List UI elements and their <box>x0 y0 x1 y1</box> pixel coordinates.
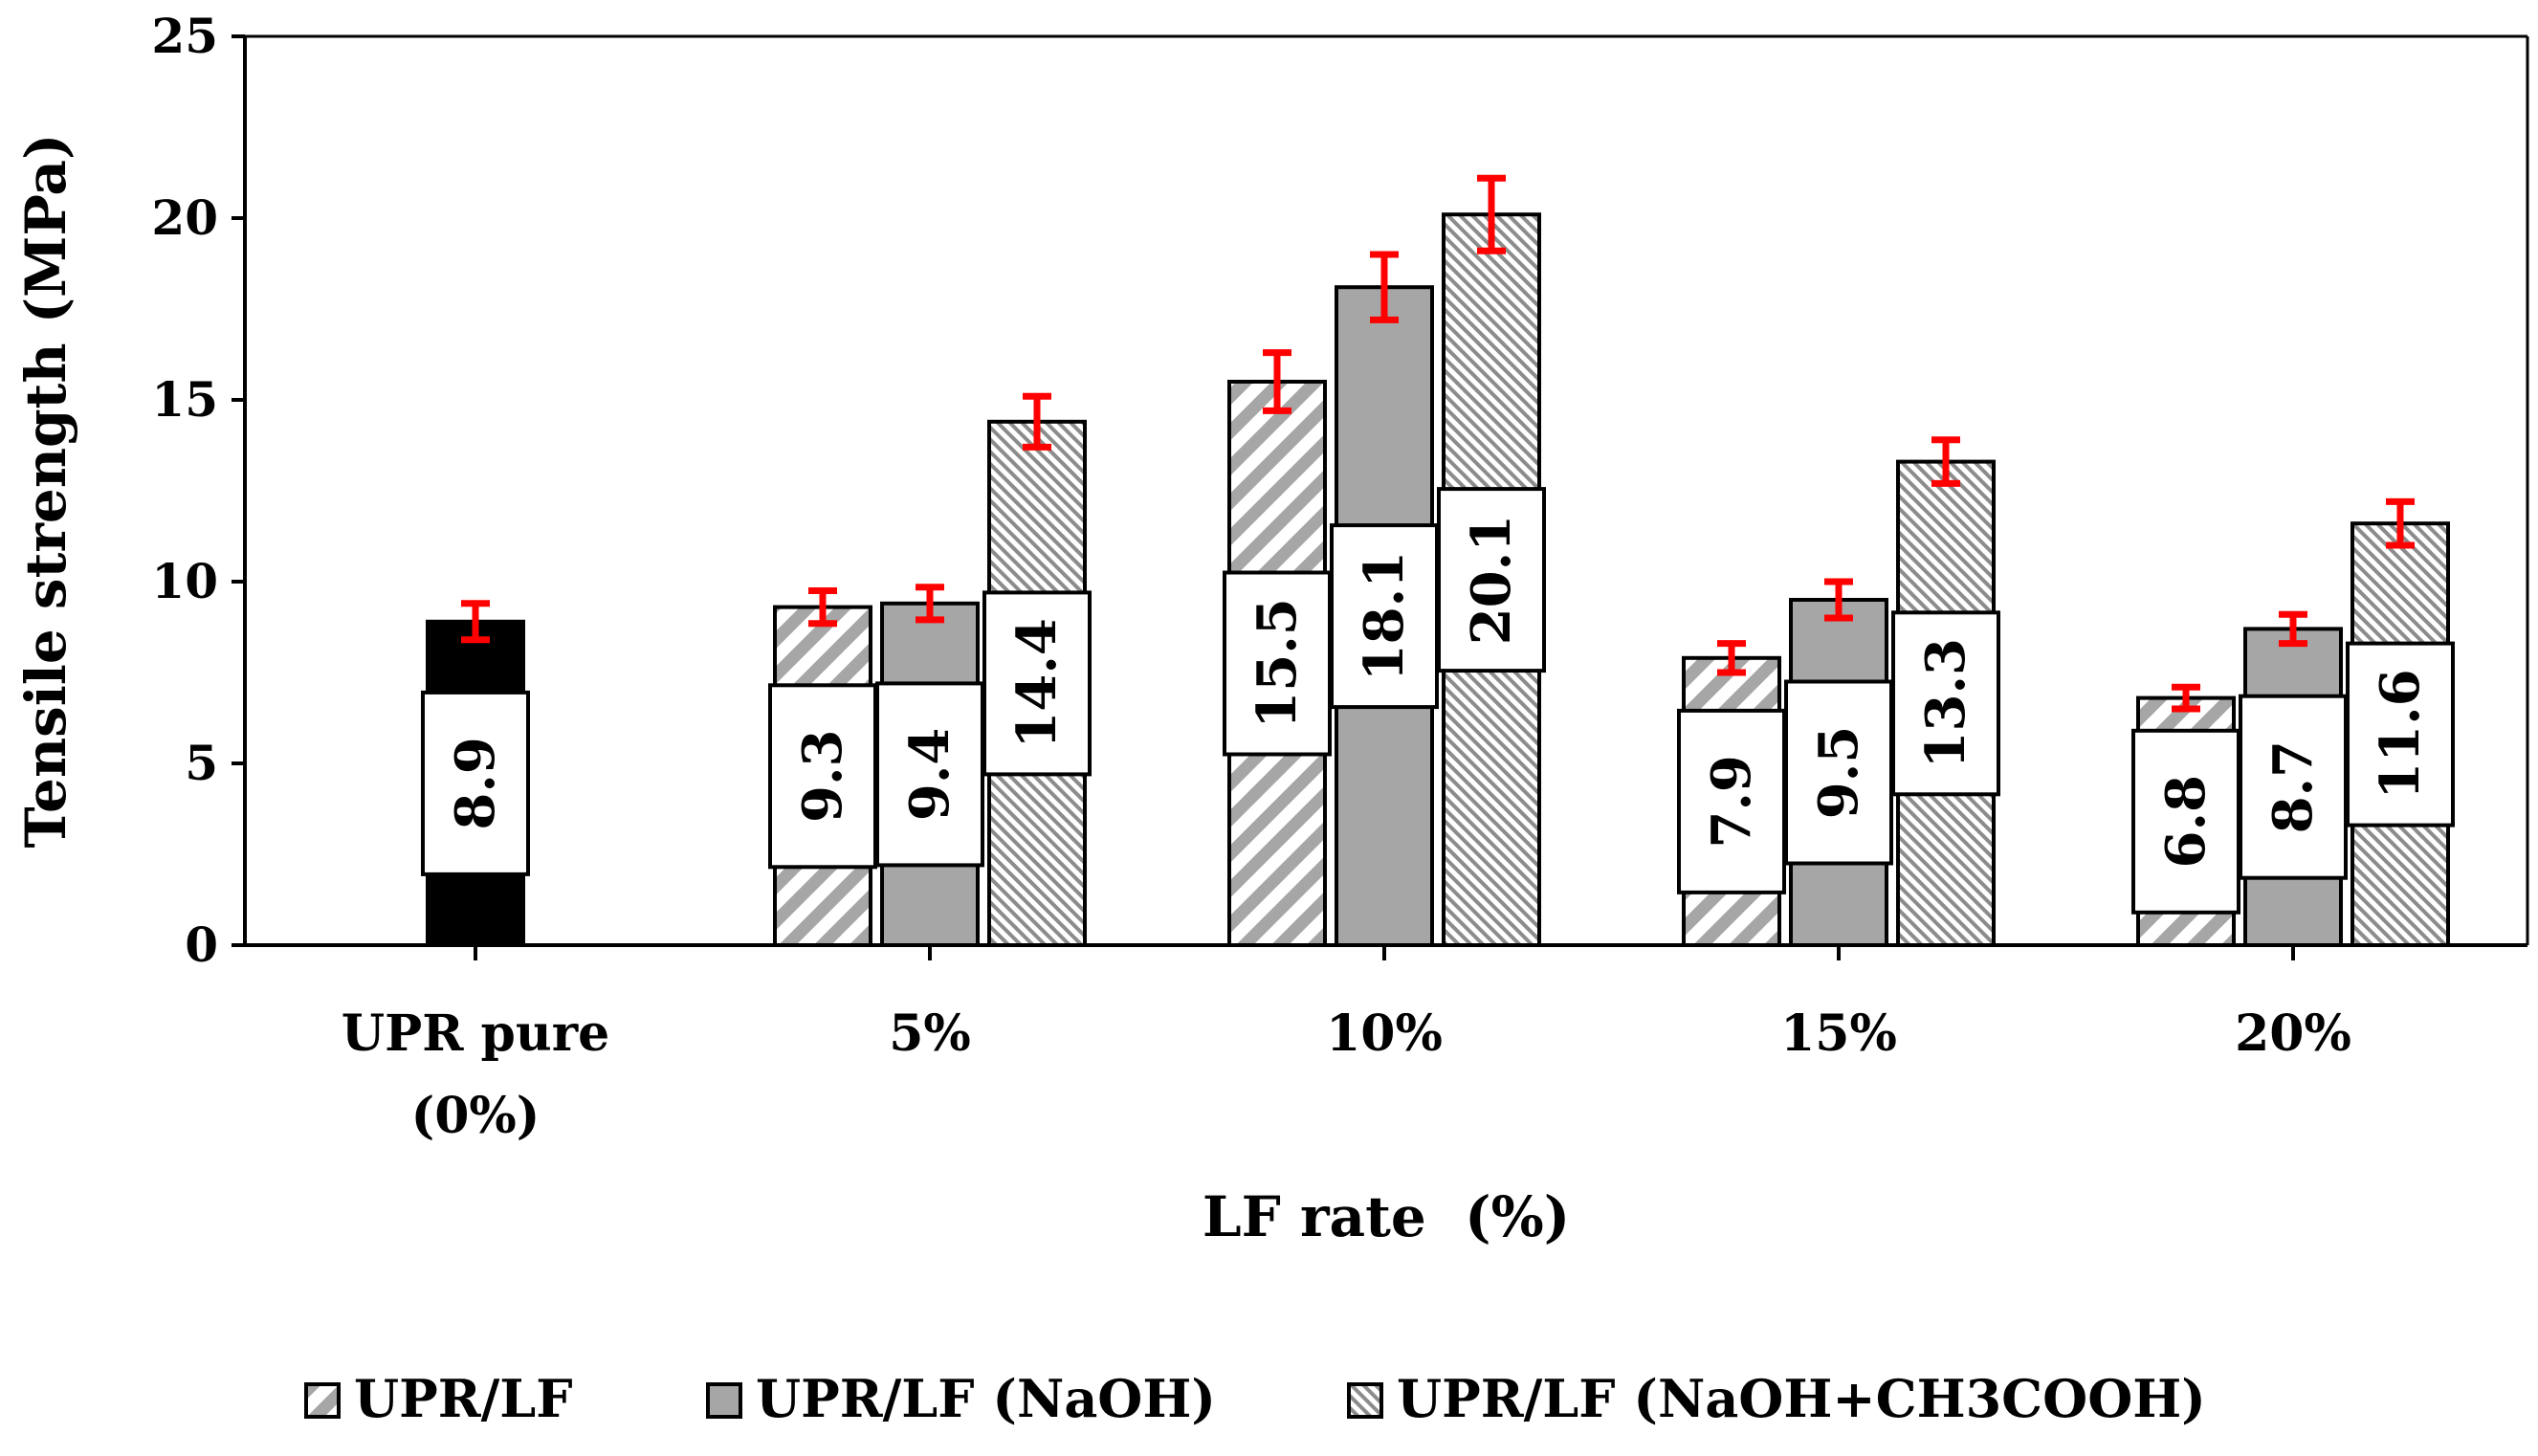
legend-swatch <box>706 1382 742 1419</box>
data-label: 20.1 <box>1460 515 1523 645</box>
legend-item: UPR/LF (NaOH+CH3COOH) <box>1347 1368 2206 1429</box>
plot-area: 0 5 10 15 20 25 UPR pure (0%) 5% 10% 15% 20% 8.9 9.… <box>151 8 2529 1145</box>
error-bar <box>2279 610 2307 648</box>
data-label: 15.5 <box>1246 598 1309 728</box>
legend-item: UPR/LF <box>304 1368 573 1429</box>
legend-swatch <box>304 1382 341 1419</box>
bar-upr-lf: 15.5 <box>1223 349 1332 947</box>
bar-upr-lf-naoh-ch3cooh-: 14.4 <box>982 392 1092 947</box>
x-axis-title: LF rate (%) <box>1203 1184 1570 1249</box>
y-axis-ticks: 0 5 10 15 20 25 <box>151 8 245 973</box>
data-label: 8.7 <box>2262 740 2325 833</box>
bar-upr-lf: 6.8 <box>2131 683 2240 947</box>
error-bar <box>916 584 944 624</box>
error-bar <box>2172 683 2200 713</box>
x-tick-label: 15% <box>1780 1004 1897 1063</box>
data-label: 9.5 <box>1807 726 1870 819</box>
error-bar <box>1931 436 1960 487</box>
data-label: 8.9 <box>444 737 507 829</box>
x-tick-label: 5% <box>889 1004 971 1063</box>
data-label: 14.4 <box>1005 618 1069 748</box>
bar-upr-lf: 9.3 <box>768 587 877 947</box>
bar-upr-lf-naoh-ch3cooh-: 13.3 <box>1891 436 2000 947</box>
data-label: 9.4 <box>898 728 961 821</box>
error-bar <box>1824 578 1853 622</box>
data-label-box <box>1677 708 1786 894</box>
legend: UPR/LF UPR/LF (NaOH) UPR/LF (NaOH+CH3COOH) <box>304 1368 2206 1429</box>
x-tick-label: 10% <box>1326 1004 1443 1063</box>
error-bar <box>808 587 837 628</box>
data-label-box <box>2346 641 2455 827</box>
x-tick-label: UPR pure <box>342 1004 609 1063</box>
legend-label: UPR/LF (NaOH) <box>756 1368 1216 1429</box>
bar-upr-pure: 8.9 <box>421 600 530 947</box>
bar-upr-lf: 7.9 <box>1677 640 1786 947</box>
y-tick-label: 5 <box>185 735 218 791</box>
x-tick-label: (0%) <box>411 1087 541 1145</box>
bar-upr-lf-naoh-ch3cooh-: 11.6 <box>2346 497 2455 947</box>
data-label: 11.6 <box>2369 669 2432 799</box>
data-label-box <box>768 683 877 870</box>
y-tick-label: 0 <box>185 916 218 973</box>
data-label: 9.3 <box>791 730 854 823</box>
data-label: 18.1 <box>1353 551 1416 681</box>
data-label-box <box>1223 570 1332 757</box>
bar-upr-lf-naoh-: 9.4 <box>875 584 984 947</box>
x-tick-label: 20% <box>2235 1004 2351 1063</box>
error-bar <box>1263 349 1291 414</box>
legend-label: UPR/LF (NaOH+CH3COOH) <box>1397 1368 2206 1429</box>
error-bar <box>2386 497 2415 549</box>
data-label-box <box>1330 523 1439 710</box>
x-axis-ticks: UPR pure (0%) 5% 10% 15% 20% <box>342 945 2351 1145</box>
error-bar <box>1477 174 1506 254</box>
error-bar <box>1370 251 1399 323</box>
legend-item: UPR/LF (NaOH) <box>706 1368 1216 1429</box>
data-label: 6.8 <box>2154 775 2218 868</box>
bar-series: 8.9 9.3 15.5 7.9 6.8 9.4 18.1 9.5 8.7 14.4 20.1 13.… <box>421 174 2455 948</box>
y-axis-title: Tensile strength (MPa) <box>13 134 78 849</box>
data-label-box <box>1891 610 2000 797</box>
error-bar <box>1717 640 1746 676</box>
y-tick-label: 20 <box>151 189 218 246</box>
legend-label: UPR/LF <box>354 1368 573 1429</box>
data-label-box <box>2239 694 2348 880</box>
data-label-box <box>1437 487 1546 673</box>
error-bar <box>461 600 490 644</box>
y-tick-label: 10 <box>151 553 218 609</box>
y-tick-label: 25 <box>151 8 218 64</box>
data-label: 7.9 <box>1700 755 1763 848</box>
data-label: 13.3 <box>1914 638 1977 768</box>
data-label-box <box>875 681 984 868</box>
data-label-box <box>421 690 530 876</box>
bar-upr-lf-naoh-: 9.5 <box>1784 578 1893 947</box>
legend-swatch <box>1347 1382 1383 1419</box>
error-bar <box>1023 392 1051 451</box>
bar-upr-lf-naoh-ch3cooh-: 20.1 <box>1437 174 1546 947</box>
bar-upr-lf-naoh-: 18.1 <box>1330 251 1439 947</box>
data-label-box <box>2131 728 2240 915</box>
bar-upr-lf-naoh-: 8.7 <box>2239 610 2348 948</box>
y-tick-label: 15 <box>151 371 218 428</box>
data-label-box <box>982 590 1092 777</box>
